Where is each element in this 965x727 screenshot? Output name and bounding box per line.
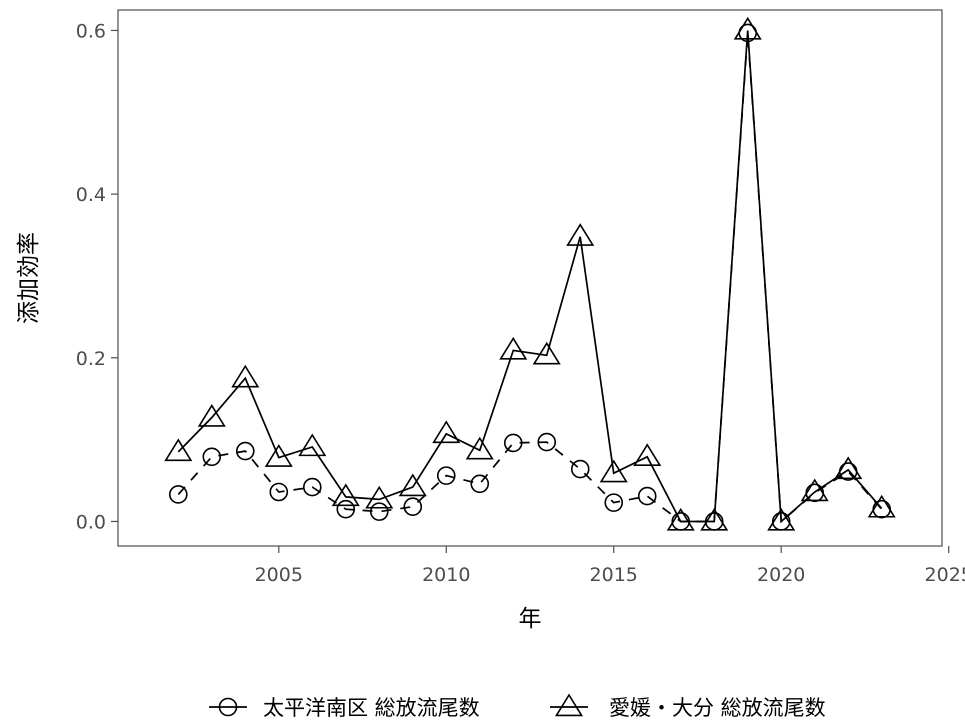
circle-point bbox=[503, 433, 523, 453]
circle-point bbox=[637, 486, 657, 506]
triangle-point bbox=[666, 507, 695, 531]
triangle-point bbox=[164, 438, 193, 462]
triangle-point bbox=[767, 507, 796, 531]
legend-circle-icon bbox=[218, 697, 238, 717]
legend-item-2: 愛媛・大分 総放流尾数 bbox=[550, 693, 826, 720]
legend-triangle-icon bbox=[554, 693, 584, 717]
circle-point bbox=[537, 432, 557, 452]
triangle-point bbox=[532, 341, 561, 365]
triangle-point bbox=[566, 223, 595, 246]
circle-point bbox=[269, 482, 289, 502]
circle-point bbox=[436, 466, 456, 485]
triangle-point bbox=[365, 485, 394, 509]
circle-point bbox=[336, 499, 356, 519]
triangle-point bbox=[800, 478, 829, 502]
y-axis: 0.0 0.2 0.4 0.6 bbox=[76, 20, 118, 533]
triangle-point bbox=[867, 494, 896, 518]
circle-point bbox=[168, 485, 188, 504]
legend-label: 太平洋南区 総放流尾数 bbox=[263, 696, 480, 720]
legend-item-1: 太平洋南区 総放流尾数 bbox=[209, 696, 480, 720]
circle-point bbox=[302, 477, 322, 497]
circle-point bbox=[570, 459, 590, 479]
triangle-point bbox=[398, 473, 427, 497]
circle-point bbox=[369, 502, 389, 521]
circle-point bbox=[872, 499, 892, 519]
triangle-point bbox=[834, 456, 863, 480]
x-axis-title: 年 bbox=[519, 606, 542, 632]
triangle-point bbox=[633, 443, 662, 467]
circle-point bbox=[403, 497, 423, 517]
x-tick-label: 2005 bbox=[255, 564, 303, 586]
triangle-point bbox=[499, 336, 528, 360]
triangle-point bbox=[733, 16, 762, 40]
series-line bbox=[177, 32, 883, 524]
plot-panel bbox=[117, 9, 943, 547]
x-tick-label: 2010 bbox=[422, 564, 470, 586]
triangle-point bbox=[298, 433, 327, 457]
y-axis-title: 添加効率 bbox=[16, 232, 42, 324]
circle-point bbox=[470, 474, 490, 494]
triangle-point bbox=[231, 364, 260, 388]
y-tick-label: 0.2 bbox=[76, 348, 106, 370]
y-tick-label: 0.4 bbox=[76, 184, 106, 206]
legend: 太平洋南区 総放流尾数 愛媛・大分 総放流尾数 bbox=[209, 693, 826, 720]
y-tick-label: 0.0 bbox=[76, 511, 106, 533]
series-layer bbox=[164, 16, 896, 531]
triangle-point bbox=[700, 507, 729, 531]
triangle-point bbox=[599, 459, 628, 483]
x-axis: 2005 2010 2015 2020 2025 bbox=[255, 546, 965, 586]
circle-point bbox=[604, 493, 624, 512]
x-tick-label: 2025 bbox=[925, 564, 965, 586]
circle-point bbox=[202, 447, 222, 467]
triangle-point bbox=[331, 483, 360, 507]
triangle-point bbox=[432, 420, 461, 444]
series-line bbox=[177, 30, 883, 524]
triangle-point bbox=[264, 444, 293, 467]
x-tick-label: 2020 bbox=[757, 564, 805, 586]
triangle-point bbox=[465, 436, 494, 460]
circle-point bbox=[235, 441, 255, 461]
legend-label: 愛媛・大分 総放流尾数 bbox=[609, 696, 826, 720]
triangle-point bbox=[197, 404, 226, 427]
x-tick-label: 2015 bbox=[590, 564, 638, 586]
series-2 bbox=[164, 16, 896, 531]
y-tick-label: 0.6 bbox=[76, 20, 106, 42]
